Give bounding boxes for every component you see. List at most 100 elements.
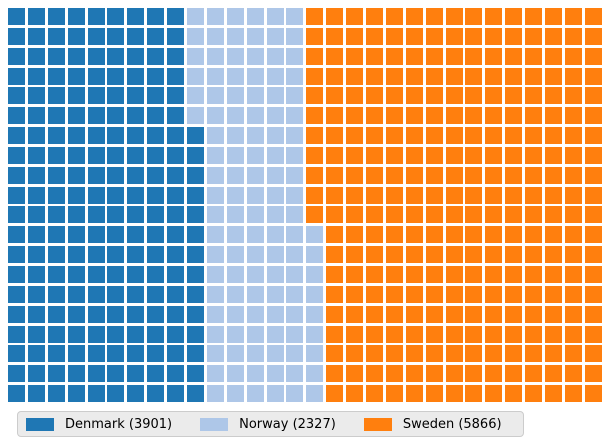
waffle-cell [147, 325, 165, 343]
waffle-cell [147, 285, 165, 303]
waffle-cell [505, 166, 523, 184]
waffle-cell [306, 127, 324, 145]
waffle-cell [127, 27, 145, 45]
waffle-cell [286, 87, 304, 105]
waffle-cell [326, 47, 344, 65]
waffle-cell [525, 107, 543, 125]
waffle-cell [505, 226, 523, 244]
waffle-cell [545, 107, 563, 125]
waffle-cell [385, 8, 403, 25]
waffle-cell [27, 27, 45, 45]
waffle-cell [485, 8, 503, 25]
waffle-cell [564, 285, 582, 303]
waffle-cell [8, 226, 25, 244]
waffle-cell [286, 107, 304, 125]
waffle-cell [366, 146, 384, 164]
waffle-cell [8, 127, 25, 145]
waffle-cell [445, 385, 463, 403]
waffle-cell [465, 206, 483, 224]
waffle-cell [226, 305, 244, 323]
waffle-cell [167, 67, 185, 85]
waffle-cell [366, 325, 384, 343]
waffle-cell [564, 87, 582, 105]
waffle-cell [226, 47, 244, 65]
waffle-cell [306, 67, 324, 85]
waffle-cell [67, 285, 85, 303]
waffle-cell [584, 345, 602, 363]
waffle-cell [87, 246, 105, 264]
waffle-cell [525, 265, 543, 283]
waffle-cell [27, 385, 45, 403]
waffle-cell [405, 8, 423, 25]
waffle-cell [127, 8, 145, 25]
waffle-cell [206, 67, 224, 85]
waffle-cell [405, 146, 423, 164]
waffle-cell [525, 87, 543, 105]
waffle-cell [246, 186, 264, 204]
waffle-cell [366, 285, 384, 303]
waffle-cell [187, 345, 205, 363]
waffle-cell [127, 206, 145, 224]
waffle-cell [127, 87, 145, 105]
waffle-cell [346, 226, 364, 244]
waffle-cell [27, 8, 45, 25]
waffle-cell [385, 47, 403, 65]
legend-item-norway: Norway (2327) [200, 417, 336, 431]
waffle-cell [47, 246, 65, 264]
waffle-cell [246, 385, 264, 403]
waffle-cell [47, 27, 65, 45]
waffle-cell [187, 107, 205, 125]
waffle-cell [465, 305, 483, 323]
waffle-cell [47, 166, 65, 184]
waffle-cell [346, 127, 364, 145]
waffle-cell [326, 67, 344, 85]
waffle-cell [67, 146, 85, 164]
waffle-cell [505, 8, 523, 25]
waffle-cell [326, 226, 344, 244]
waffle-cell [525, 8, 543, 25]
waffle-cell [147, 246, 165, 264]
waffle-cell [266, 305, 284, 323]
waffle-cell [27, 186, 45, 204]
waffle-cell [187, 246, 205, 264]
waffle-cell [545, 186, 563, 204]
waffle-cell [266, 186, 284, 204]
waffle-cell [505, 325, 523, 343]
waffle-cell [425, 186, 443, 204]
waffle-cell [584, 365, 602, 383]
waffle-cell [405, 67, 423, 85]
waffle-cell [206, 305, 224, 323]
waffle-cell [405, 206, 423, 224]
waffle-cell [47, 107, 65, 125]
waffle-cell [8, 246, 25, 264]
waffle-cell [485, 27, 503, 45]
waffle-cell [525, 285, 543, 303]
waffle-cell [445, 127, 463, 145]
waffle-cell [226, 206, 244, 224]
waffle-cell [246, 47, 264, 65]
waffle-cell [385, 345, 403, 363]
waffle-cell [47, 67, 65, 85]
waffle-cell [505, 265, 523, 283]
waffle-cell [346, 87, 364, 105]
waffle-cell [366, 305, 384, 323]
waffle-cell [545, 8, 563, 25]
waffle-cell [127, 365, 145, 383]
waffle-cell [187, 265, 205, 283]
waffle-cell [385, 385, 403, 403]
waffle-cell [525, 166, 543, 184]
waffle-cell [107, 27, 125, 45]
waffle-cell [405, 166, 423, 184]
waffle-cell [67, 27, 85, 45]
waffle-cell [147, 186, 165, 204]
waffle-cell [525, 365, 543, 383]
waffle-cell [87, 107, 105, 125]
waffle-cell [147, 226, 165, 244]
waffle-cell [226, 365, 244, 383]
waffle-cell [465, 285, 483, 303]
waffle-cell [545, 265, 563, 283]
waffle-cell [67, 345, 85, 363]
waffle-cell [167, 206, 185, 224]
waffle-cell [306, 246, 324, 264]
waffle-cell [326, 325, 344, 343]
